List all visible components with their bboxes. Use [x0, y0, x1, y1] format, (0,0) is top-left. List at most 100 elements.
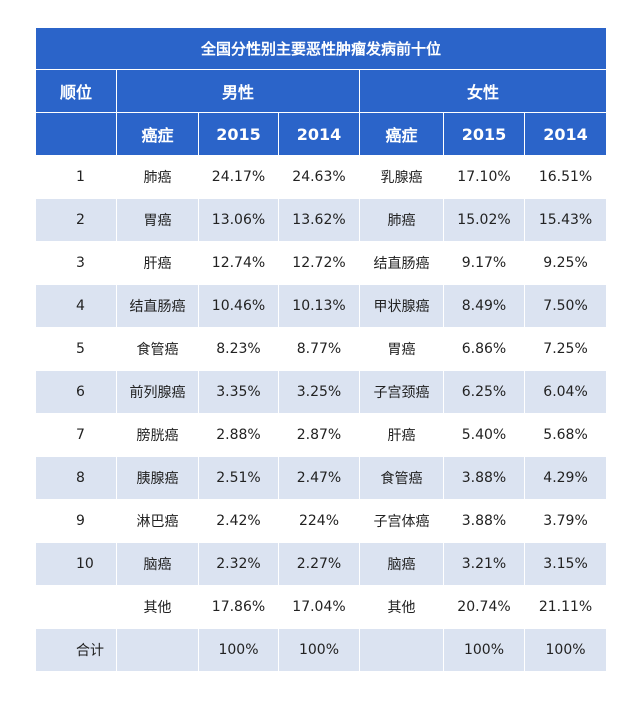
- female-2014-header: 2014: [523, 112, 608, 156]
- female-cancer-cell: 子宫颈癌: [359, 370, 444, 414]
- rank-cell: 7: [35, 413, 117, 457]
- table-row: 5 食管癌 8.23% 8.77% 胃癌 6.86% 7.25%: [35, 327, 608, 371]
- male-2015-cell: 2.32%: [198, 542, 279, 586]
- male-2015-cell: 13.06%: [198, 198, 279, 242]
- table-row: 8 胰腺癌 2.51% 2.47% 食管癌 3.88% 4.29%: [35, 456, 608, 500]
- table-row: 合计 100% 100% 100% 100%: [35, 628, 608, 672]
- female-cancer-cell: 甲状腺癌: [359, 284, 444, 328]
- table-row: 7 膀胱癌 2.88% 2.87% 肝癌 5.40% 5.68%: [35, 413, 608, 457]
- rank-cell: 合计: [35, 628, 117, 672]
- female-cancer-cell: 其他: [359, 585, 444, 629]
- female-2015-cell: 6.86%: [443, 327, 525, 371]
- title-row: 全国分性别主要恶性肿瘤发病前十位: [34, 27, 608, 70]
- male-header: 男性: [116, 69, 360, 113]
- male-cancer-cell: 食管癌: [116, 327, 199, 371]
- female-2014-cell: 6.04%: [523, 370, 608, 414]
- male-cancer-cell: 肝癌: [116, 241, 199, 285]
- female-2015-cell: 6.25%: [443, 370, 525, 414]
- female-2015-header: 2015: [443, 112, 525, 156]
- male-2014-cell: 3.25%: [278, 370, 360, 414]
- male-2015-cell: 12.74%: [198, 241, 279, 285]
- male-2015-cell: 2.88%: [198, 413, 279, 457]
- female-cancer-cell: 结直肠癌: [359, 241, 444, 285]
- female-2015-cell: 100%: [443, 628, 525, 672]
- female-2014-cell: 15.43%: [523, 198, 608, 242]
- female-2015-cell: 5.40%: [443, 413, 525, 457]
- female-cancer-cell: 脑癌: [359, 542, 444, 586]
- male-cancer-header: 癌症: [116, 112, 199, 156]
- female-cancer-cell: 肝癌: [359, 413, 444, 457]
- male-2015-cell: 3.35%: [198, 370, 279, 414]
- female-2014-cell: 21.11%: [523, 585, 608, 629]
- female-cancer-header: 癌症: [359, 112, 444, 156]
- male-cancer-cell: 脑癌: [116, 542, 199, 586]
- table-row: 4 结直肠癌 10.46% 10.13% 甲状腺癌 8.49% 7.50%: [35, 284, 608, 328]
- male-cancer-cell: 肺癌: [116, 155, 199, 199]
- female-cancer-cell: 子宫体癌: [359, 499, 444, 543]
- rank-cell: 8: [35, 456, 117, 500]
- rank-cell: 4: [35, 284, 117, 328]
- female-2015-cell: 3.88%: [443, 456, 525, 500]
- male-2015-cell: 10.46%: [198, 284, 279, 328]
- female-2014-cell: 7.50%: [523, 284, 608, 328]
- rank-cell: 1: [35, 155, 117, 199]
- table-row: 9 淋巴癌 2.42% 224% 子宫体癌 3.88% 3.79%: [35, 499, 608, 543]
- female-2014-cell: 3.79%: [523, 499, 608, 543]
- female-2015-cell: 9.17%: [443, 241, 525, 285]
- cancer-incidence-table: 全国分性别主要恶性肿瘤发病前十位 顺位 男性 女性 癌症 2015 2014 癌…: [34, 27, 608, 672]
- male-2015-cell: 100%: [198, 628, 279, 672]
- table-row: 3 肝癌 12.74% 12.72% 结直肠癌 9.17% 9.25%: [35, 241, 608, 285]
- rank-cell: 10: [35, 542, 117, 586]
- table-row: 6 前列腺癌 3.35% 3.25% 子宫颈癌 6.25% 6.04%: [35, 370, 608, 414]
- table-row: 其他 17.86% 17.04% 其他 20.74% 21.11%: [35, 585, 608, 629]
- male-2015-cell: 24.17%: [198, 155, 279, 199]
- female-cancer-cell: [359, 628, 444, 672]
- rank-cell: 5: [35, 327, 117, 371]
- male-2014-header: 2014: [278, 112, 360, 156]
- female-2014-cell: 4.29%: [523, 456, 608, 500]
- female-cancer-cell: 乳腺癌: [359, 155, 444, 199]
- male-cancer-cell: 结直肠癌: [116, 284, 199, 328]
- rank-subheader-blank: [35, 112, 117, 156]
- male-cancer-cell: 淋巴癌: [116, 499, 199, 543]
- rank-cell: 6: [35, 370, 117, 414]
- female-2015-cell: 17.10%: [443, 155, 525, 199]
- male-2015-header: 2015: [198, 112, 279, 156]
- female-2015-cell: 3.21%: [443, 542, 525, 586]
- female-cancer-cell: 食管癌: [359, 456, 444, 500]
- male-2014-cell: 10.13%: [278, 284, 360, 328]
- male-2014-cell: 12.72%: [278, 241, 360, 285]
- male-2015-cell: 2.42%: [198, 499, 279, 543]
- rank-cell: [35, 585, 117, 629]
- female-cancer-cell: 胃癌: [359, 327, 444, 371]
- male-2014-cell: 8.77%: [278, 327, 360, 371]
- sub-header-row: 癌症 2015 2014 癌症 2015 2014: [35, 112, 608, 156]
- male-2014-cell: 13.62%: [278, 198, 360, 242]
- male-2014-cell: 100%: [278, 628, 360, 672]
- female-2014-cell: 100%: [523, 628, 608, 672]
- female-2014-cell: 3.15%: [523, 542, 608, 586]
- table-row: 1 肺癌 24.17% 24.63% 乳腺癌 17.10% 16.51%: [35, 155, 608, 199]
- table-title: 全国分性别主要恶性肿瘤发病前十位: [34, 27, 608, 70]
- rank-cell: 2: [35, 198, 117, 242]
- female-cancer-cell: 肺癌: [359, 198, 444, 242]
- male-cancer-cell: 胃癌: [116, 198, 199, 242]
- male-2014-cell: 2.27%: [278, 542, 360, 586]
- male-2015-cell: 17.86%: [198, 585, 279, 629]
- female-2015-cell: 15.02%: [443, 198, 525, 242]
- female-header: 女性: [358, 69, 608, 113]
- male-cancer-cell: 膀胱癌: [116, 413, 199, 457]
- group-header-row: 顺位 男性 女性: [35, 69, 608, 113]
- male-2015-cell: 2.51%: [198, 456, 279, 500]
- female-2015-cell: 8.49%: [443, 284, 525, 328]
- male-2014-cell: 24.63%: [278, 155, 360, 199]
- female-2014-cell: 7.25%: [523, 327, 608, 371]
- male-cancer-cell: 前列腺癌: [116, 370, 199, 414]
- male-cancer-cell: 其他: [116, 585, 199, 629]
- table-row: 2 胃癌 13.06% 13.62% 肺癌 15.02% 15.43%: [35, 198, 608, 242]
- male-2014-cell: 224%: [278, 499, 360, 543]
- female-2015-cell: 3.88%: [443, 499, 525, 543]
- female-2014-cell: 16.51%: [523, 155, 608, 199]
- female-2014-cell: 9.25%: [523, 241, 608, 285]
- female-2014-cell: 5.68%: [523, 413, 608, 457]
